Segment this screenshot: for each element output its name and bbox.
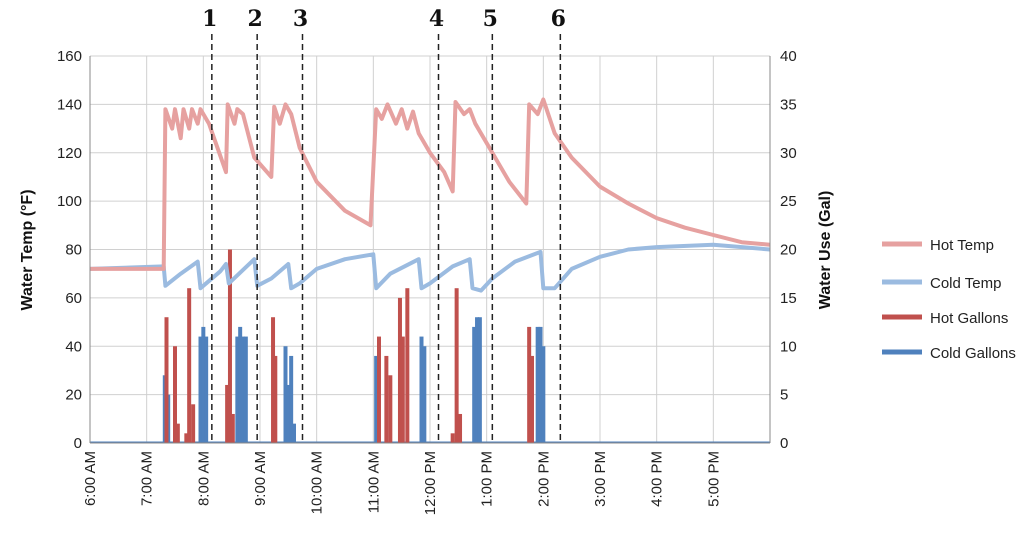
hot-gallons-bar xyxy=(458,413,463,443)
cold-gallons-bar xyxy=(472,326,477,443)
y-tick-label-right: 0 xyxy=(780,435,788,452)
y-tick-label-left: 0 xyxy=(74,435,82,452)
y-tick-label-left: 40 xyxy=(65,338,82,355)
y-axis-title-right: Water Use (Gal) xyxy=(817,191,834,310)
legend-label-hot-gallons: Hot Gallons xyxy=(930,310,1008,327)
cold-gallons-bar xyxy=(477,317,482,443)
x-tick-label: 1:00 PM xyxy=(479,451,496,507)
hot-gallons-bar xyxy=(527,326,532,443)
cold-gallons-bar xyxy=(289,355,294,443)
cold-gallons-bar xyxy=(198,336,203,443)
temperature-lines xyxy=(89,97,771,293)
cold-gallons-bar xyxy=(535,326,540,443)
x-tick-label: 4:00 PM xyxy=(649,451,666,507)
y-tick-label-right: 15 xyxy=(780,290,797,307)
hot-gallons-bar xyxy=(187,288,192,443)
y-tick-label-left: 100 xyxy=(57,193,82,210)
tick-labels: 0 20 40 60 80 100 120 140 160 0 5 10 15 20 25 30 35 40 6:0… xyxy=(57,48,797,515)
event-marker-label: 6 xyxy=(551,6,566,32)
cold-temp-line xyxy=(89,242,771,293)
y-tick-label-left: 20 xyxy=(65,387,82,404)
event-marker-label: 4 xyxy=(429,6,444,32)
hot-gallons-bar xyxy=(405,288,410,443)
hot-gallons-bar xyxy=(271,317,276,443)
hot-gallons-bar xyxy=(175,423,180,443)
hot-gallons-bar xyxy=(173,346,177,443)
cold-gallons-bar xyxy=(286,384,291,443)
x-tick-label: 12:00 PM xyxy=(422,451,439,515)
x-tick-label: 7:00 AM xyxy=(139,451,156,506)
hot-gallons-bar xyxy=(225,384,230,443)
y-tick-label-left: 120 xyxy=(57,145,82,162)
cold-gallons-bar xyxy=(541,346,546,443)
x-tick-label: 6:00 AM xyxy=(82,451,99,506)
hot-gallons-bar xyxy=(397,297,402,443)
legend-label-hot-temp: Hot Temp xyxy=(930,237,994,254)
cold-gallons-bar xyxy=(475,317,480,443)
legend-item-hot-temp: Hot Temp xyxy=(882,237,994,254)
hot-gallons-bar xyxy=(164,317,169,443)
y-tick-label-right: 35 xyxy=(780,96,797,113)
legend-item-hot-gallons: Hot Gallons xyxy=(882,310,1008,327)
hot-gallons-bar xyxy=(227,249,232,443)
x-tick-label: 2:00 PM xyxy=(535,451,552,507)
hot-gallons-bar xyxy=(454,288,459,443)
event-marker-label: 5 xyxy=(483,6,498,32)
y-tick-label-left: 160 xyxy=(57,48,82,65)
hot-temp-line xyxy=(90,97,771,271)
y-tick-label-right: 20 xyxy=(780,242,797,259)
x-tick-label: 10:00 AM xyxy=(309,451,326,514)
y-tick-label-right: 40 xyxy=(780,48,797,65)
legend: Hot Temp Cold Temp Hot Gallons Cold Gall… xyxy=(882,237,1016,362)
hot-gallons-bar xyxy=(230,413,235,443)
cold-gallons-bar xyxy=(538,326,543,443)
cold-gallons-bar xyxy=(292,423,296,443)
y-axis-title-left: Water Temp (°F) xyxy=(19,189,36,310)
legend-item-cold-gallons: Cold Gallons xyxy=(882,345,1016,362)
hot-gallons-bar xyxy=(450,433,455,443)
x-tick-label: 8:00 AM xyxy=(195,451,212,506)
x-tick-label: 11:00 AM xyxy=(365,451,382,513)
hot-gallons-bar xyxy=(388,375,393,443)
y-tick-label-right: 30 xyxy=(780,145,797,162)
hot-gallons-bar xyxy=(400,336,405,443)
hot-gallons-bar xyxy=(273,355,278,443)
hot-gallons-bar xyxy=(184,433,189,443)
cold-gallons-bar xyxy=(283,346,288,443)
hot-gallons-bar xyxy=(384,355,389,443)
cold-gallons-bar xyxy=(201,326,206,443)
x-tick-label: 3:00 PM xyxy=(592,451,609,507)
hot-gallons-bars xyxy=(164,249,534,443)
y-tick-label-left: 60 xyxy=(65,290,82,307)
cold-gallons-bar xyxy=(235,336,240,443)
cold-gallons-bar xyxy=(422,346,427,443)
cold-gallons-bar xyxy=(243,336,248,443)
axes xyxy=(89,56,771,444)
y-tick-label-right: 5 xyxy=(780,387,788,404)
cold-gallons-bar xyxy=(241,336,245,443)
y-tick-label-right: 10 xyxy=(780,338,797,355)
event-marker-label: 3 xyxy=(293,6,308,32)
cold-gallons-bar xyxy=(374,355,379,443)
event-marker-label: 1 xyxy=(202,6,217,32)
cold-gallons-bar xyxy=(204,336,209,443)
hot-gallons-bar xyxy=(530,355,534,443)
legend-label-cold-gallons: Cold Gallons xyxy=(930,345,1016,362)
legend-item-cold-temp: Cold Temp xyxy=(882,275,1001,292)
hot-gallons-bar xyxy=(191,404,196,443)
y-tick-label-left: 140 xyxy=(57,96,82,113)
hot-gallons-bar xyxy=(377,336,381,443)
event-marker-label: 2 xyxy=(248,6,263,32)
legend-label-cold-temp: Cold Temp xyxy=(930,275,1001,292)
cold-gallons-bar xyxy=(419,336,424,443)
y-tick-label-left: 80 xyxy=(65,242,82,259)
x-tick-label: 5:00 PM xyxy=(705,451,722,507)
event-markers: 1 2 3 4 5 6 xyxy=(202,6,566,443)
x-tick-label: 9:00 AM xyxy=(252,451,269,506)
y-tick-label-right: 25 xyxy=(780,193,797,210)
cold-gallons-bar xyxy=(238,326,243,443)
